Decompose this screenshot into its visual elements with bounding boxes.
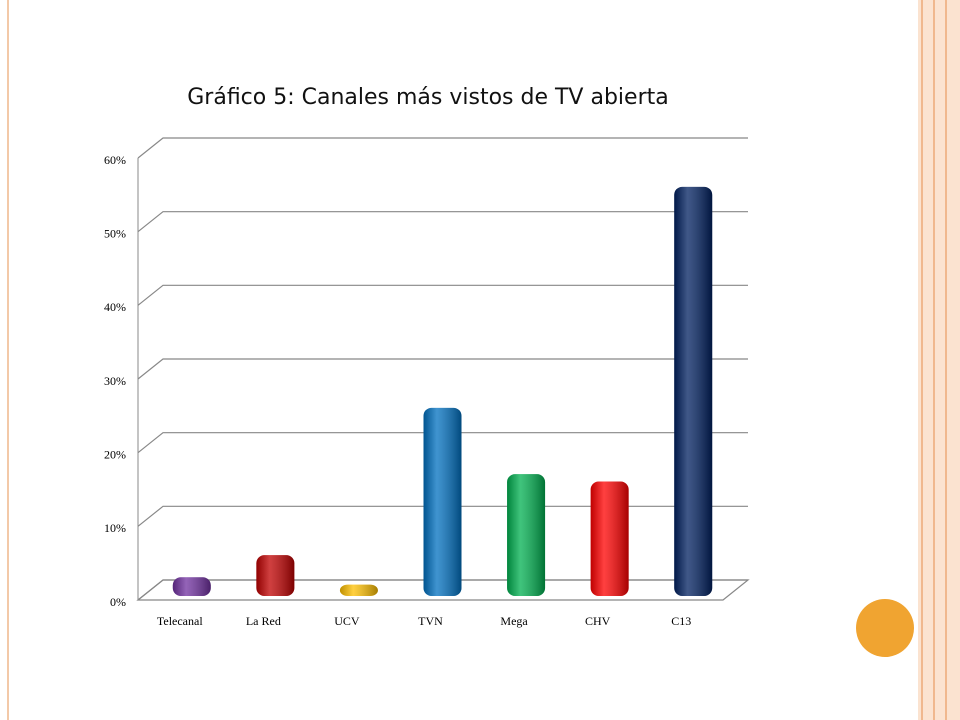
y-tick-label: 60% (104, 153, 126, 167)
y-tick-label: 50% (104, 226, 126, 240)
bar-shade (256, 555, 295, 596)
grid-line (137, 211, 748, 233)
grid-line (137, 358, 748, 380)
bar-shade (590, 481, 629, 596)
x-tick-label: C13 (671, 614, 691, 628)
y-tick-label: 30% (104, 374, 126, 388)
chart-title: Gráfico 5: Canales más vistos de TV abie… (187, 85, 668, 110)
x-tick-label: TVN (418, 614, 443, 628)
y-tick-label: 0% (110, 595, 126, 609)
bar-shade (423, 407, 462, 596)
x-tick-label: UCV (334, 614, 360, 628)
grid-line (137, 137, 748, 159)
bar-shade (507, 474, 546, 596)
decor-circle (856, 599, 914, 657)
bar-shade (172, 577, 211, 596)
bar-shade (339, 584, 378, 596)
grid-line (137, 505, 748, 527)
x-tick-label: Mega (500, 614, 528, 628)
y-tick-label: 40% (104, 300, 126, 314)
bar-shade (674, 186, 713, 597)
y-tick-label: 20% (104, 447, 126, 461)
right-band (918, 0, 960, 720)
x-tick-label: CHV (585, 614, 611, 628)
grid-line (137, 432, 748, 454)
x-tick-label: Telecanal (157, 614, 203, 628)
x-tick-label: La Red (246, 614, 281, 628)
grid-line (137, 284, 748, 306)
y-tick-label: 10% (104, 521, 126, 535)
floor (136, 579, 750, 601)
